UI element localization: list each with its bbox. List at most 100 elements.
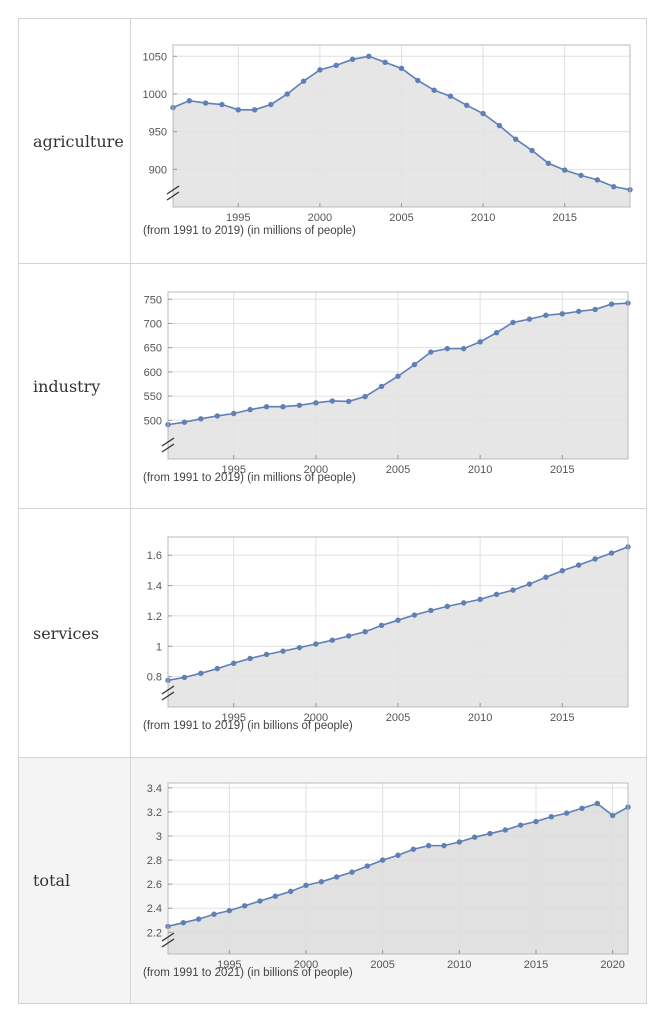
data-point: [533, 818, 539, 825]
data-point: [395, 373, 401, 379]
data-point: [379, 857, 386, 863]
y-tick-label: 2.2: [147, 927, 162, 939]
x-tick-label: 2020: [600, 959, 624, 971]
axis-break-mark: [161, 938, 175, 948]
area-fill: [168, 546, 628, 707]
data-point: [543, 312, 549, 318]
x-tick-label: 2000: [304, 464, 328, 476]
y-tick-label: 0.8: [147, 672, 162, 684]
data-point: [411, 361, 418, 368]
data-point: [415, 77, 421, 84]
x-tick-label: 2000: [304, 712, 328, 724]
data-point: [219, 101, 225, 108]
x-tick-label: 2005: [370, 959, 394, 971]
data-point: [247, 655, 253, 662]
data-point: [559, 311, 565, 317]
y-tick-label: 550: [144, 391, 162, 403]
x-tick-label: 2000: [294, 959, 318, 971]
data-point: [300, 78, 307, 84]
data-point: [513, 136, 519, 142]
data-point: [411, 612, 418, 618]
services-chart: 1995 2000 2005 2010 2015 0.8 1 1.2 1.4 1.6: [147, 536, 631, 724]
chart-cell: 1995 2000 2005 2010 2015 500 550 600 650 700 750 (…: [131, 264, 646, 508]
axis-break-mark: [161, 437, 175, 447]
agriculture-chart: 1995 2000 2005 2010 2015 900 950 1000 1050: [143, 44, 633, 224]
data-point: [181, 419, 188, 425]
data-point: [263, 404, 270, 410]
data-point: [398, 65, 405, 72]
data-point: [272, 893, 279, 899]
total-chart: 1995 2000 2005 2010 2015 2020 2.2 2.4 2.6 2.8 3 3.2…: [147, 782, 631, 971]
data-point: [517, 822, 524, 828]
chart-caption: (from 1991 to 2019) (in millions of peop…: [143, 225, 356, 237]
data-point: [543, 574, 549, 580]
y-tick-label: 700: [144, 318, 162, 330]
chart-caption: (from 1991 to 2019) (in billions of peop…: [143, 720, 353, 732]
plot-frame: [167, 782, 629, 955]
x-tick-label: 1995: [221, 464, 245, 476]
x-tick-label: 2015: [524, 959, 548, 971]
data-point: [366, 53, 372, 60]
data-point: [303, 882, 309, 889]
row-label-cell: services: [19, 509, 131, 757]
data-point: [395, 617, 401, 623]
data-point: [287, 888, 294, 895]
data-point: [578, 172, 584, 179]
axis-break-mark: [166, 191, 180, 201]
data-point: [214, 413, 220, 419]
data-point: [329, 637, 335, 643]
chart-caption: (from 1991 to 2019) (in millions of peop…: [143, 472, 356, 484]
data-point: [410, 846, 417, 852]
data-point: [231, 410, 237, 417]
x-tick-label: 2005: [386, 712, 410, 724]
data-point: [181, 674, 188, 681]
data-point: [444, 345, 450, 352]
axis-break-mark: [161, 685, 175, 695]
data-point: [378, 622, 385, 629]
y-tick-label: 500: [144, 415, 162, 427]
y-tick-label: 1: [156, 641, 162, 653]
data-point: [296, 644, 303, 651]
data-point: [198, 670, 204, 677]
data-point: [461, 345, 467, 352]
data-point: [477, 339, 483, 345]
data-point: [526, 316, 533, 322]
data-point: [235, 107, 241, 113]
data-point: [257, 898, 263, 904]
y-tick-label: 3: [156, 831, 162, 843]
x-tick-label: 2005: [386, 464, 410, 476]
row-industry: industry 1995 2000 2005 2010 2015 500 550 600 65…: [19, 264, 646, 509]
y-tick-label: 1000: [143, 89, 167, 101]
data-point: [349, 869, 355, 875]
chart-cell: 1995 2000 2005 2010 2015 900 950 1000 1050 (from…: [131, 19, 646, 263]
x-tick-label: 1995: [226, 212, 250, 224]
data-point: [231, 660, 237, 666]
data-point: [493, 329, 500, 336]
data-point: [502, 827, 509, 833]
data-point: [313, 400, 319, 406]
data-point: [496, 122, 503, 129]
y-tick-label: 1.6: [147, 550, 162, 562]
axis-break-mark: [161, 443, 175, 453]
x-tick-label: 2005: [389, 212, 413, 224]
data-point: [592, 556, 598, 562]
y-tick-label: 750: [144, 294, 162, 306]
data-point: [441, 842, 447, 849]
y-tick-label: 1.4: [147, 581, 162, 593]
data-point: [461, 600, 467, 606]
row-label-cell: total: [19, 758, 131, 1003]
data-point: [608, 301, 615, 307]
data-point: [198, 416, 204, 422]
data-point: [296, 402, 303, 408]
y-tick-label: 600: [144, 367, 162, 379]
industry-chart: 1995 2000 2005 2010 2015 500 550 600 650 700 750: [144, 291, 631, 476]
y-tick-label: 3.2: [147, 807, 162, 819]
data-point: [214, 665, 220, 672]
x-tick-label: 2015: [550, 712, 574, 724]
data-point: [608, 550, 615, 556]
y-tick-label: 2.6: [147, 879, 162, 891]
data-point: [477, 596, 483, 603]
data-point: [362, 629, 368, 635]
row-services: services 1995 2000 2005 2010 2015 0.8 1 1.2 1.4 1…: [19, 509, 646, 758]
data-point: [444, 603, 450, 610]
